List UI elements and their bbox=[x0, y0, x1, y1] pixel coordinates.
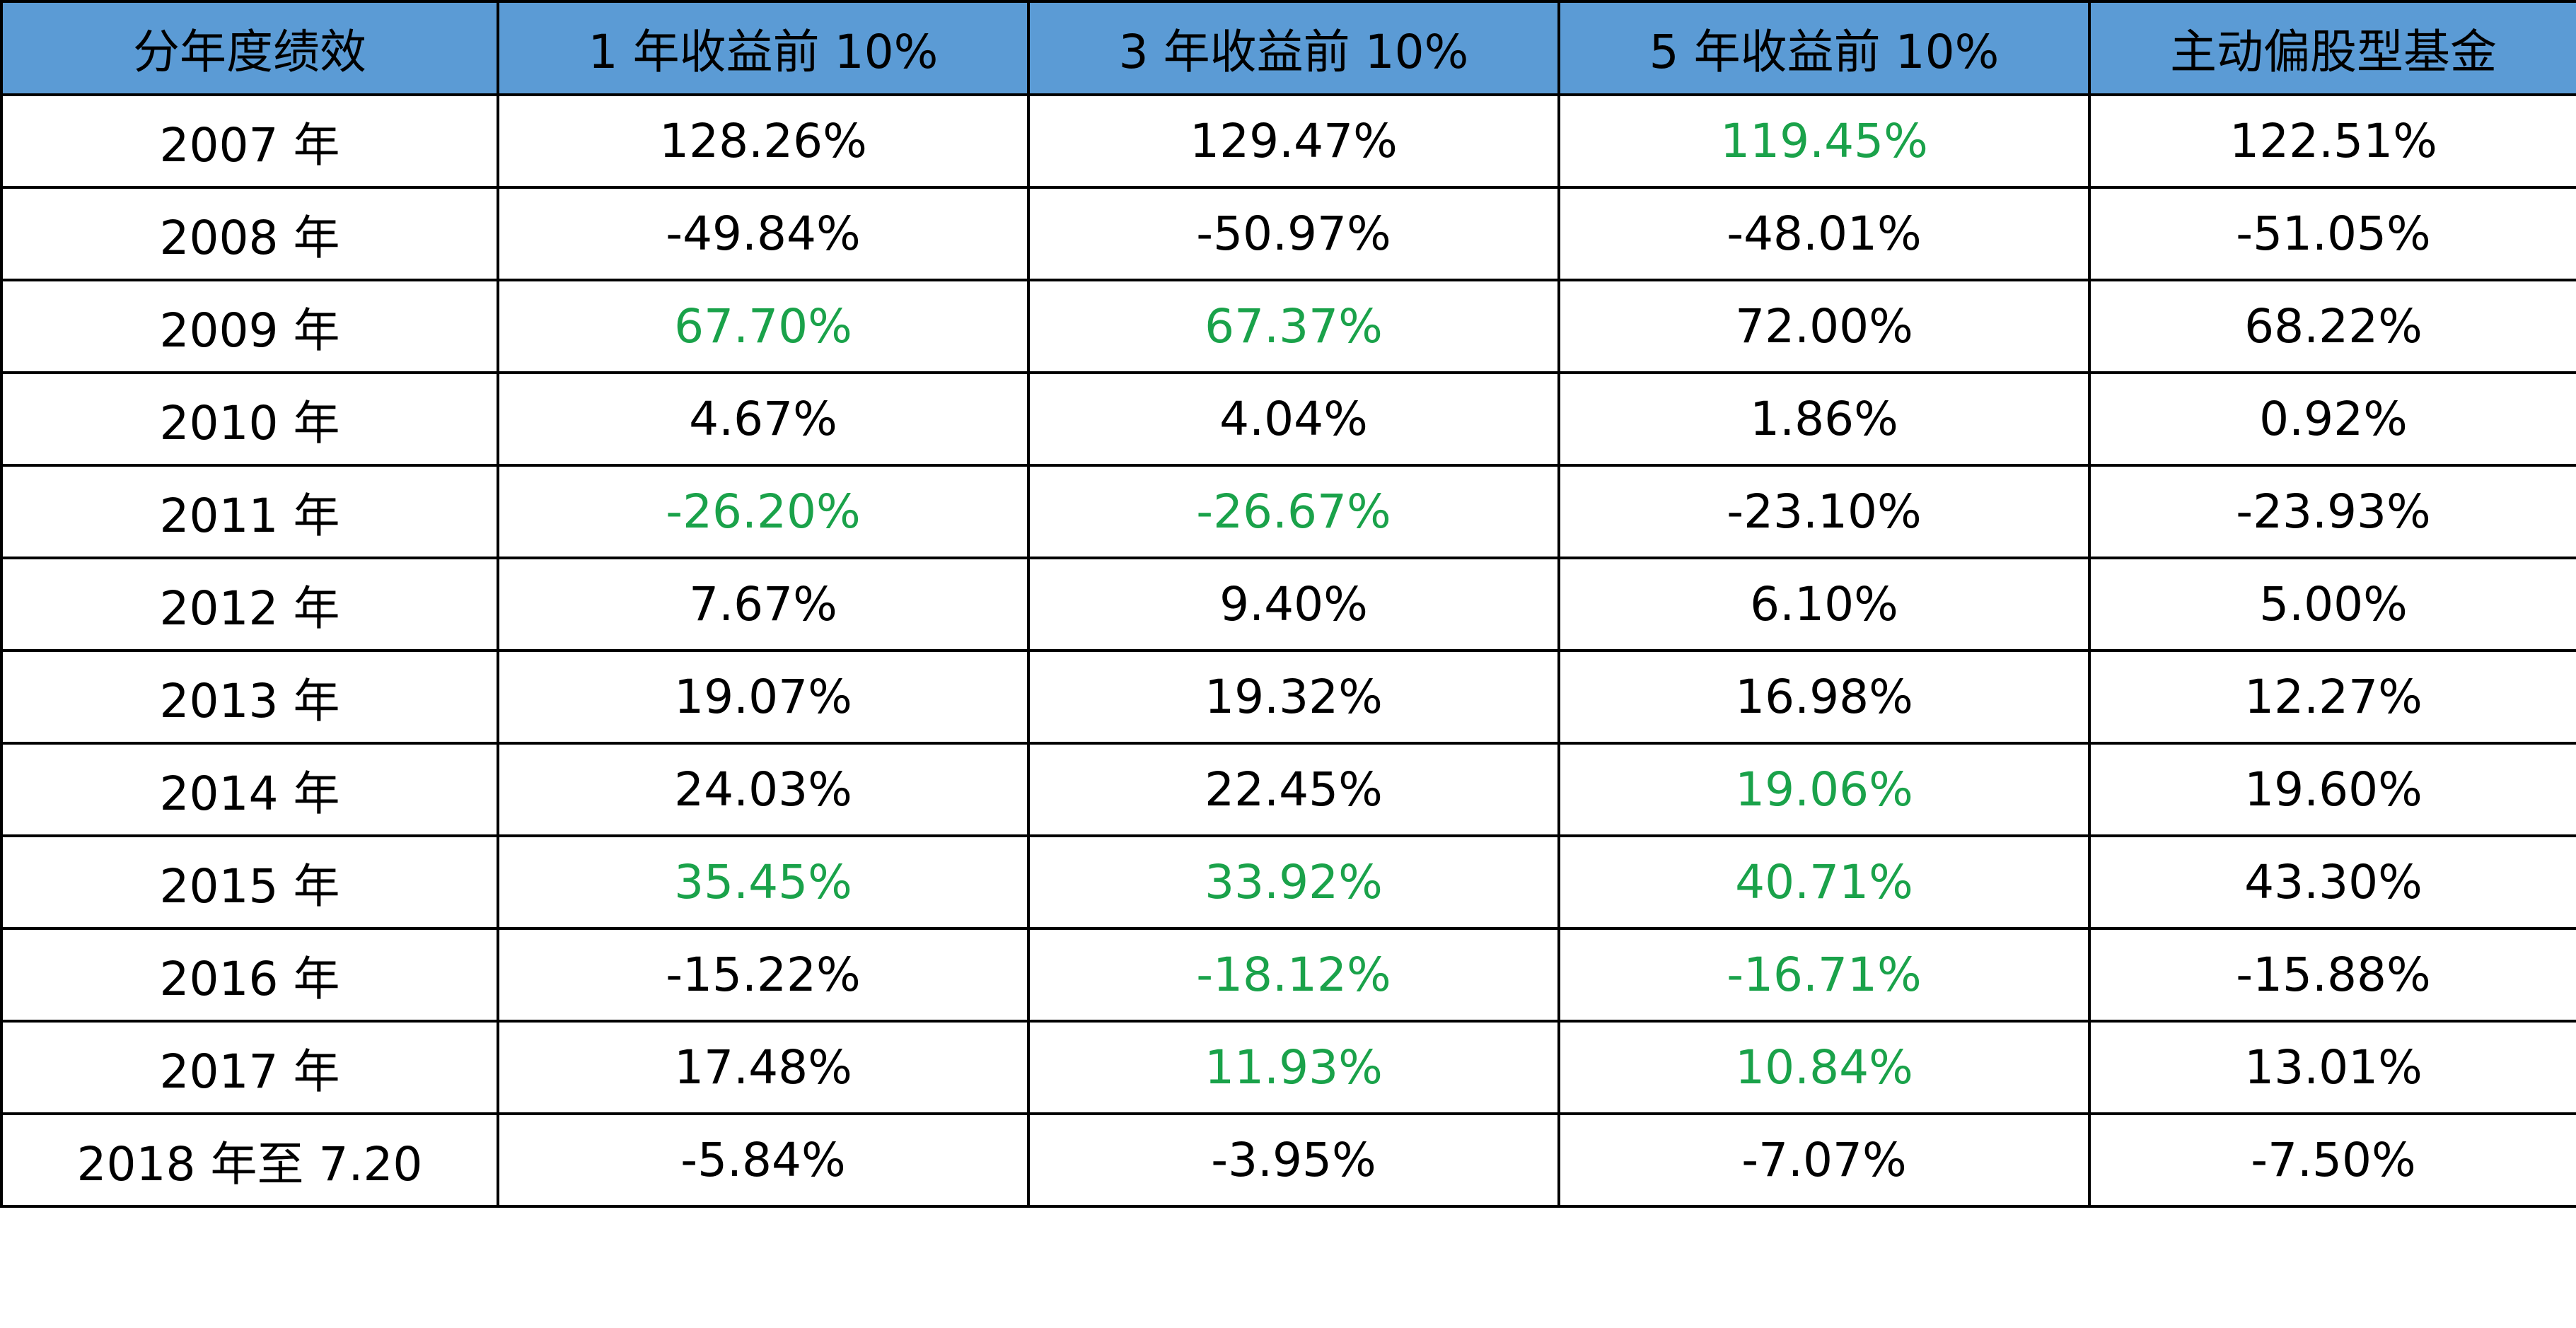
table-row: 2013 年 19.07% 19.32% 16.98% 12.27% bbox=[0, 649, 2576, 745]
top10-1y-cell: 128.26% bbox=[497, 93, 1030, 189]
period-cell: 2011 年 bbox=[0, 464, 499, 559]
header-1y-top10: 1 年收益前 10% bbox=[497, 0, 1030, 96]
period-cell: 2015 年 bbox=[0, 834, 499, 930]
top10-3y-cell: -26.67% bbox=[1027, 464, 1560, 559]
top10-1y-cell: -49.84% bbox=[497, 186, 1030, 281]
header-period: 分年度绩效 bbox=[0, 0, 499, 96]
top10-5y-cell: 72.00% bbox=[1557, 279, 2091, 374]
top10-5y-cell: -16.71% bbox=[1557, 927, 2091, 1023]
active-equity-cell: -51.05% bbox=[2088, 186, 2576, 281]
period-cell: 2008 年 bbox=[0, 186, 499, 281]
top10-1y-cell: 19.07% bbox=[497, 649, 1030, 745]
active-equity-cell: 13.01% bbox=[2088, 1020, 2576, 1115]
period-cell: 2007 年 bbox=[0, 93, 499, 189]
table-body: 2007 年 128.26% 129.47% 119.45% 122.51% 2008 年… bbox=[0, 93, 2576, 1208]
top10-1y-cell: 4.67% bbox=[497, 371, 1030, 467]
top10-5y-cell: 19.06% bbox=[1557, 742, 2091, 837]
table-row: 2014 年 24.03% 22.45% 19.06% 19.60% bbox=[0, 742, 2576, 837]
period-cell: 2010 年 bbox=[0, 371, 499, 467]
period-cell: 2014 年 bbox=[0, 742, 499, 837]
active-equity-cell: -23.93% bbox=[2088, 464, 2576, 559]
active-equity-cell: 12.27% bbox=[2088, 649, 2576, 745]
table-row: 2007 年 128.26% 129.47% 119.45% 122.51% bbox=[0, 93, 2576, 189]
period-cell: 2012 年 bbox=[0, 557, 499, 652]
active-equity-cell: 68.22% bbox=[2088, 279, 2576, 374]
table-row: 2011 年 -26.20% -26.67% -23.10% -23.93% bbox=[0, 464, 2576, 559]
performance-table: 分年度绩效 1 年收益前 10% 3 年收益前 10% 5 年收益前 10% 主… bbox=[0, 0, 2576, 1208]
active-equity-cell: 0.92% bbox=[2088, 371, 2576, 467]
header-active-equity-funds: 主动偏股型基金 bbox=[2088, 0, 2576, 96]
table-row: 2018 年至 7.20 -5.84% -3.95% -7.07% -7.50% bbox=[0, 1112, 2576, 1208]
top10-1y-cell: 67.70% bbox=[497, 279, 1030, 374]
top10-3y-cell: 22.45% bbox=[1027, 742, 1560, 837]
table-row: 2008 年 -49.84% -50.97% -48.01% -51.05% bbox=[0, 186, 2576, 281]
period-cell: 2013 年 bbox=[0, 649, 499, 745]
header-row: 分年度绩效 1 年收益前 10% 3 年收益前 10% 5 年收益前 10% 主… bbox=[0, 0, 2576, 96]
top10-3y-cell: 67.37% bbox=[1027, 279, 1560, 374]
top10-3y-cell: 11.93% bbox=[1027, 1020, 1560, 1115]
active-equity-cell: 5.00% bbox=[2088, 557, 2576, 652]
top10-5y-cell: -23.10% bbox=[1557, 464, 2091, 559]
period-cell: 2009 年 bbox=[0, 279, 499, 374]
top10-1y-cell: 35.45% bbox=[497, 834, 1030, 930]
active-equity-cell: 122.51% bbox=[2088, 93, 2576, 189]
table-row: 2009 年 67.70% 67.37% 72.00% 68.22% bbox=[0, 279, 2576, 374]
period-cell: 2017 年 bbox=[0, 1020, 499, 1115]
top10-5y-cell: -48.01% bbox=[1557, 186, 2091, 281]
top10-1y-cell: -26.20% bbox=[497, 464, 1030, 559]
top10-5y-cell: 1.86% bbox=[1557, 371, 2091, 467]
active-equity-cell: 19.60% bbox=[2088, 742, 2576, 837]
table-row: 2010 年 4.67% 4.04% 1.86% 0.92% bbox=[0, 371, 2576, 467]
top10-1y-cell: 24.03% bbox=[497, 742, 1030, 837]
top10-3y-cell: 33.92% bbox=[1027, 834, 1560, 930]
table-row: 2015 年 35.45% 33.92% 40.71% 43.30% bbox=[0, 834, 2576, 930]
table-row: 2012 年 7.67% 9.40% 6.10% 5.00% bbox=[0, 557, 2576, 652]
top10-3y-cell: 19.32% bbox=[1027, 649, 1560, 745]
top10-5y-cell: -7.07% bbox=[1557, 1112, 2091, 1208]
top10-3y-cell: -18.12% bbox=[1027, 927, 1560, 1023]
top10-5y-cell: 10.84% bbox=[1557, 1020, 2091, 1115]
top10-3y-cell: -3.95% bbox=[1027, 1112, 1560, 1208]
top10-3y-cell: 129.47% bbox=[1027, 93, 1560, 189]
active-equity-cell: 43.30% bbox=[2088, 834, 2576, 930]
header-5y-top10: 5 年收益前 10% bbox=[1557, 0, 2091, 96]
table-row: 2017 年 17.48% 11.93% 10.84% 13.01% bbox=[0, 1020, 2576, 1115]
period-cell: 2018 年至 7.20 bbox=[0, 1112, 499, 1208]
top10-1y-cell: -5.84% bbox=[497, 1112, 1030, 1208]
top10-5y-cell: 119.45% bbox=[1557, 93, 2091, 189]
active-equity-cell: -7.50% bbox=[2088, 1112, 2576, 1208]
table-row: 2016 年 -15.22% -18.12% -16.71% -15.88% bbox=[0, 927, 2576, 1023]
period-cell: 2016 年 bbox=[0, 927, 499, 1023]
top10-5y-cell: 6.10% bbox=[1557, 557, 2091, 652]
top10-5y-cell: 40.71% bbox=[1557, 834, 2091, 930]
top10-1y-cell: 7.67% bbox=[497, 557, 1030, 652]
top10-3y-cell: 9.40% bbox=[1027, 557, 1560, 652]
active-equity-cell: -15.88% bbox=[2088, 927, 2576, 1023]
top10-1y-cell: -15.22% bbox=[497, 927, 1030, 1023]
top10-1y-cell: 17.48% bbox=[497, 1020, 1030, 1115]
top10-3y-cell: -50.97% bbox=[1027, 186, 1560, 281]
top10-3y-cell: 4.04% bbox=[1027, 371, 1560, 467]
header-3y-top10: 3 年收益前 10% bbox=[1027, 0, 1560, 96]
top10-5y-cell: 16.98% bbox=[1557, 649, 2091, 745]
